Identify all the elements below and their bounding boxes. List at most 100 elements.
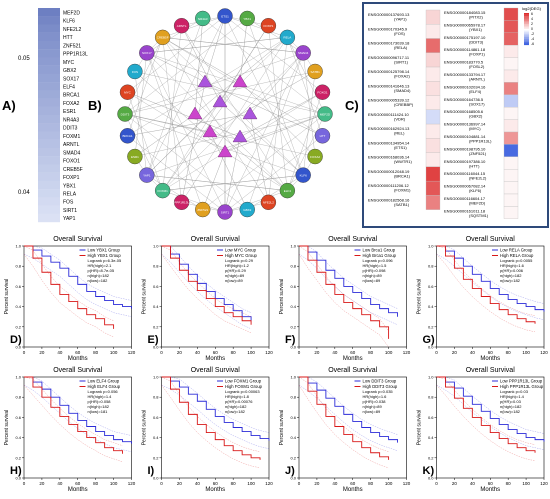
edge [124,113,248,210]
km-ytick-label: 0.2 [428,455,434,460]
gene-label: KLF6 [63,19,75,25]
km-stat-text: p(HR)=0.058 [88,399,112,404]
km-stat-text: n(high)=89 [363,273,383,278]
node-label: HTT [320,134,326,138]
row-ensembl-id: ENSG00000184083.15 [444,10,486,15]
gene-label: ESR1 [63,109,76,115]
row-gene-label: (SATB1) [394,202,410,207]
gene-label: SOX17 [63,76,79,82]
row-gene-label: (PPP1R13L) [469,139,492,144]
km-stat-text: HR(high)=1.8 [225,394,250,399]
row-ensembl-id: ENSG00000134954.14 [368,140,410,145]
km-xtick-label: 80 [231,350,237,355]
km-xtick-label: 60 [488,481,494,486]
km-stat-text: n(low)=89 [363,409,381,414]
heat-cell [503,131,519,145]
edge [181,25,221,103]
km-ytick-label: 0.4 [153,304,159,309]
km-legend-label: High YBX1 Group [88,253,122,258]
heat-cell [425,123,441,139]
km-ytick-label: 0.0 [153,476,159,481]
km-ytick-label: 0.6 [15,415,21,420]
km-panel-letter: J) [285,465,295,477]
km-xtick-label: 80 [231,481,237,486]
km-legend-label: High ELF4 Group [88,384,121,389]
km-ytick-label: 0.4 [290,435,296,440]
node-label: MEF2D [320,112,331,116]
gene-cell [38,172,60,182]
edge [127,37,163,136]
km-ytick-label: 0.6 [428,415,434,420]
edge [124,113,316,157]
km-xtick-label: 20 [314,481,320,486]
row-ensembl-id: ENSG00000136997.14 [444,122,486,127]
edge [134,71,147,176]
km-xtick-label: 60 [75,481,81,486]
edge [224,190,288,213]
heat-cell [503,107,519,120]
km-xlabel: Months [205,487,225,493]
legend-swatch [524,21,529,23]
edge [134,113,326,157]
edge [209,131,248,210]
km-stat-text: HR(high)=1.6 [363,394,388,399]
row-ensembl-id: ENSG00000170345.9 [368,26,408,31]
legend-tick: 2 [531,22,533,26]
node-label: ZNF521 [197,208,208,212]
km-panel-letter: E) [148,334,159,346]
km-ylabel: Percent survival [142,279,148,315]
km-ylabel: Percent survival [4,279,10,315]
km-ci-upper [161,376,270,433]
edge [303,52,316,157]
gene-cell [38,8,60,17]
km-ytick-label: 1.0 [153,375,159,380]
km-legend-label: Low DDIT3 Group [363,379,397,384]
km-stat-text: n(high)=89 [363,404,383,409]
row-ensembl-id: ENSG00000125798.14 [368,69,410,74]
tf-network-graph: ETS1 YBX1 FOXP1 RELA SMAD4 SATB1 FOXO1 MEF2D HTT… [117,8,333,220]
edge [162,37,304,54]
heat-cell [503,206,519,219]
legend-colorbar [524,13,529,46]
km-stat-text: Logrank p=0.29 [225,258,254,263]
gene-cell [38,65,60,75]
edge [181,81,206,203]
km-ci-upper [298,376,389,452]
heat-cell [503,20,519,33]
gene-cell [38,139,60,149]
km-ytick-label: 0.4 [15,435,21,440]
row-ensembl-id: ENSG00000012048.19 [368,169,410,174]
row-ensembl-id: ENSG00000005339.12 [368,98,410,103]
row-gene-label: (YBX1) [469,27,483,32]
edge [249,113,269,203]
km-xtick-label: 0 [435,350,438,355]
km-title: Overall Survival [466,236,515,243]
km-panel-j: Overall Survival Percent survival Months 0 2… [279,367,411,493]
km-ci-lower [23,384,123,463]
km-legend-label: Low YBX1 Group [88,248,121,253]
heat-cell [425,166,441,182]
legend-swatch [524,27,529,30]
edge [124,113,304,176]
heat-cell [503,82,519,95]
km-xtick-label: 80 [93,481,99,486]
km-stat-text: HR(high)=1.2 [225,263,250,268]
heat-cell [503,32,519,46]
edge [202,18,326,115]
gene-cell [38,189,60,198]
gene-label: PPP1R13L [63,52,88,58]
km-panel-i: Overall Survival Percent survival Months 0 2… [142,367,274,493]
hub-triangle [187,106,203,120]
legend-tick: -4 [531,37,534,41]
km-stat-text: Logrank p=0.096 [363,258,394,263]
km-title: Overall Survival [328,236,377,243]
km-stat-text: Logrank p=0.03 [500,389,529,394]
row-gene-label: (FOXP1) [469,52,485,57]
row-gene-label: (GBX2) [469,114,483,119]
row-ensembl-id: ENSG00000096717.11 [368,55,410,60]
km-stat-text: n(high)=89 [225,273,245,278]
node-label: ELF4 [284,189,292,193]
network-node [127,148,143,165]
node-label: CREB5F [157,36,169,40]
node-label: PPP1R13L [174,201,189,205]
